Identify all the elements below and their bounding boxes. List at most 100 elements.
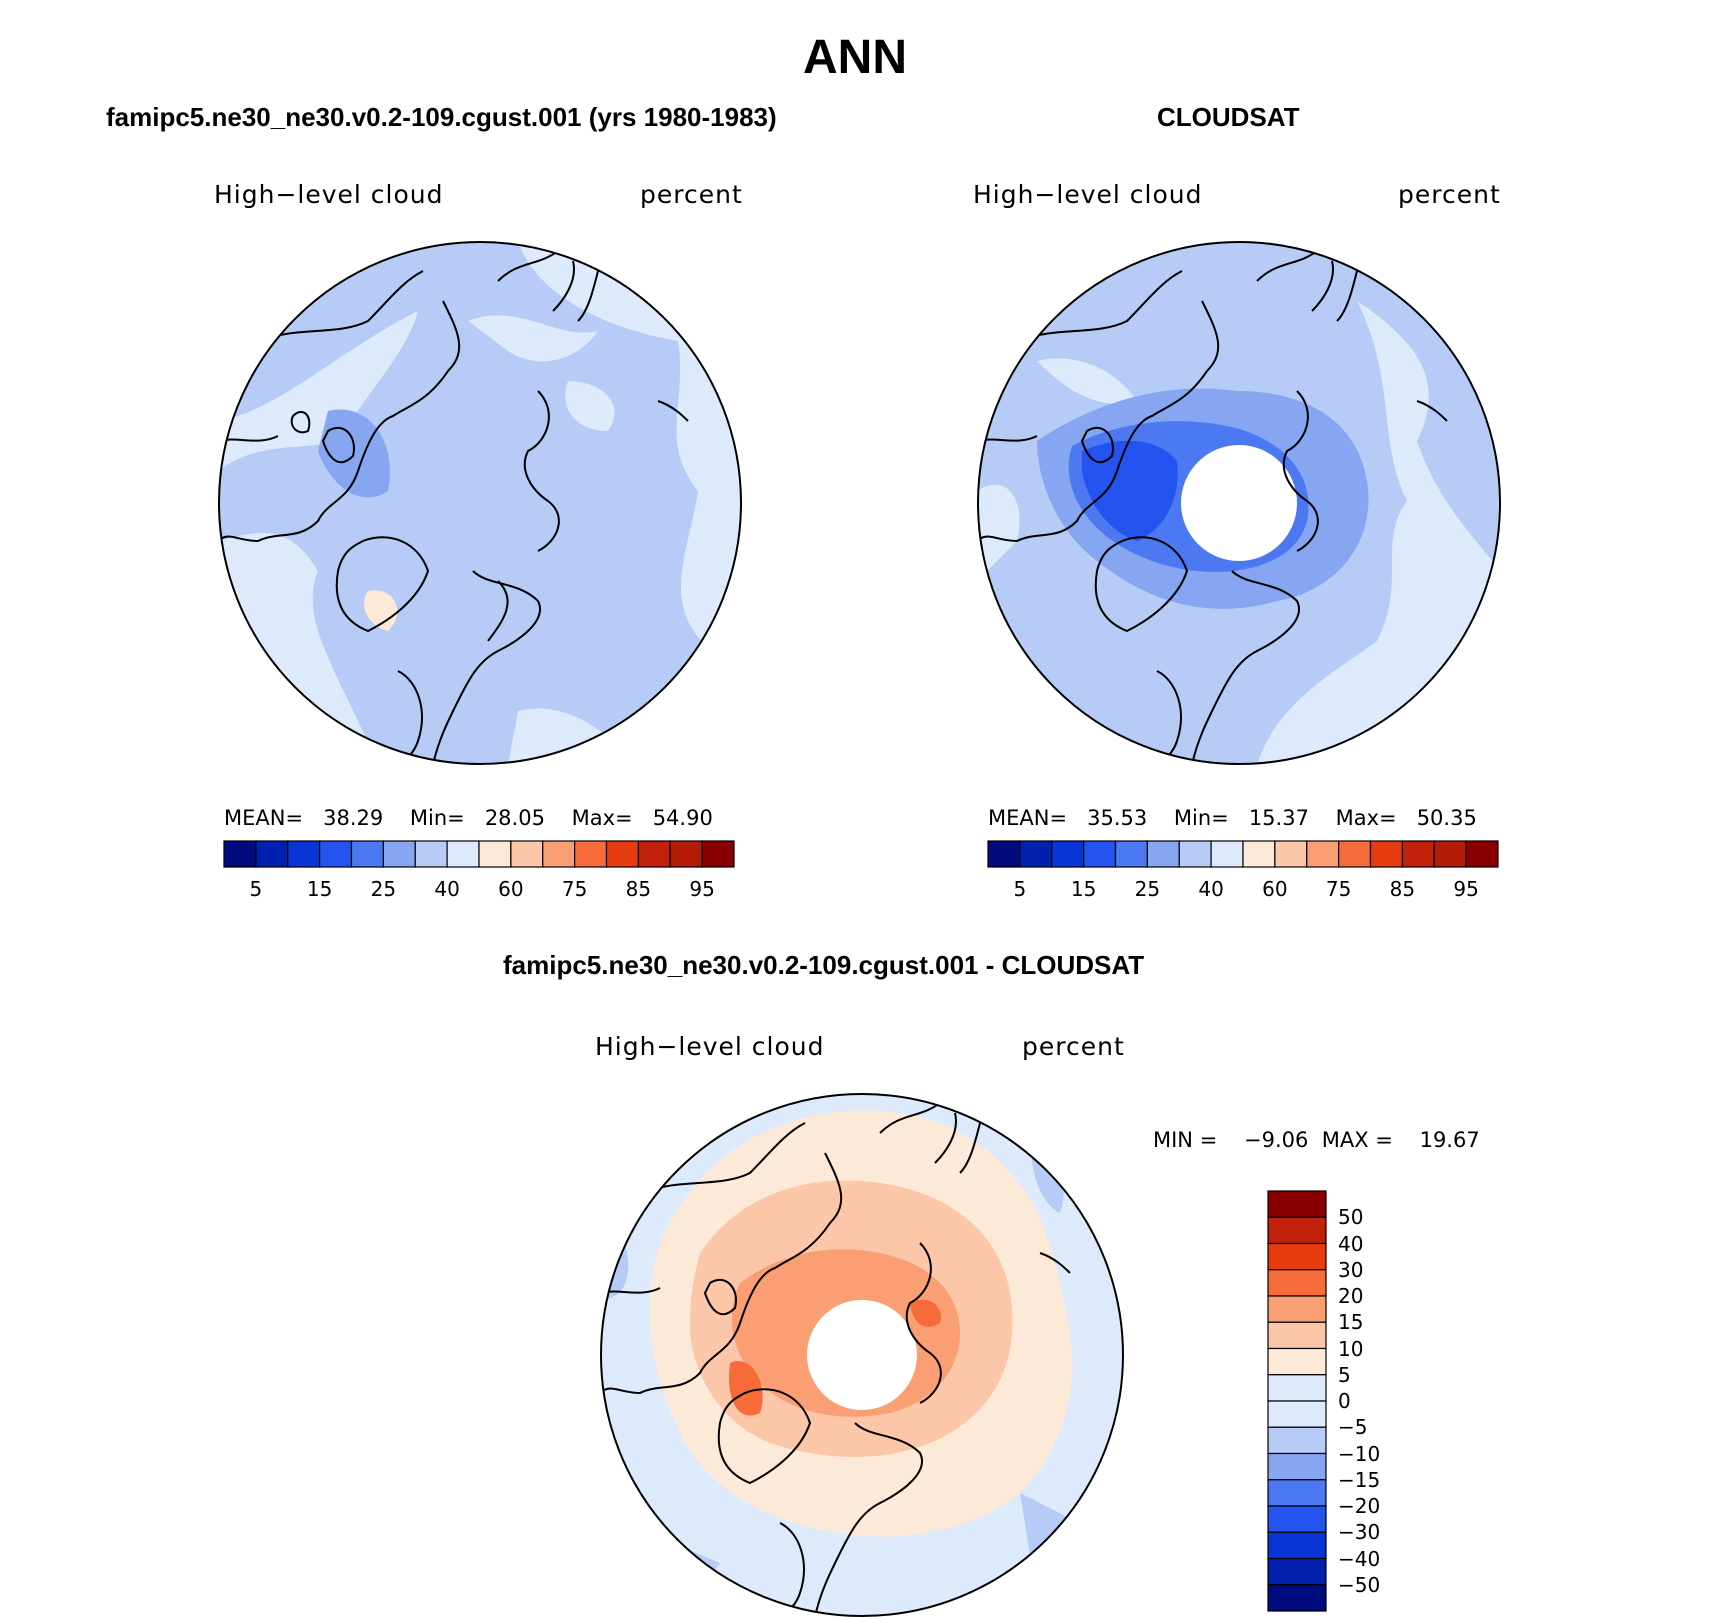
panel3-colorbar-swatch — [1267, 1452, 1327, 1481]
panel3-colorbar-swatch — [1267, 1190, 1327, 1218]
panel2-colorbar-swatch — [1401, 840, 1435, 868]
panel1-colorbar-swatch — [701, 840, 735, 868]
panel3-colorbar-swatch — [1267, 1505, 1327, 1533]
panel3-colorbar-tick-label: −30 — [1338, 1520, 1381, 1545]
panel2-colorbar-tick-label: 5 — [1013, 877, 1027, 901]
panel2-colorbar-swatch — [1178, 840, 1212, 868]
panel3-stats: MIN = −9.06 MAX = 19.67 — [1153, 1128, 1480, 1152]
panel3-colorbar-swatch — [1267, 1374, 1327, 1402]
panel2-colorbar-tick-label: 25 — [1134, 877, 1161, 901]
panel2-colorbar-swatch — [1146, 840, 1180, 868]
panel2-stats: MEAN= 35.53 Min= 15.37 Max= 50.35 — [988, 806, 1477, 830]
panel2-max-value: 50.35 — [1416, 806, 1477, 830]
panel3-colorbar-swatch — [1267, 1557, 1327, 1586]
panel3-colorbar-swatch — [1267, 1321, 1327, 1350]
panel1-colorbar-swatch — [287, 840, 321, 868]
panel3-colorbar-tick-label: 20 — [1338, 1284, 1364, 1308]
panel3-colorbar-swatch — [1267, 1295, 1327, 1323]
panel1-mean-label: MEAN= — [224, 806, 304, 830]
panel3-min-value: −9.06 — [1244, 1128, 1309, 1152]
panel3-max-label: MAX = — [1321, 1128, 1393, 1152]
panel2-colorbar-swatch — [1114, 840, 1148, 868]
panel1-max-label: Max= — [571, 806, 633, 830]
panel1-colorbar-swatch — [478, 840, 512, 868]
panel3-colorbar-swatch — [1267, 1269, 1327, 1297]
panel2-colorbar-swatch — [1019, 840, 1053, 868]
panel1-colorbar-swatch — [605, 840, 639, 868]
panel1-colorbar-swatch — [223, 840, 257, 868]
panel2-colorbar-swatch — [1083, 840, 1117, 868]
panel3-variable-label: High−level cloud — [595, 1032, 825, 1061]
panel3-title: famipc5.ne30_ne30.v0.2-109.cgust.001 - C… — [503, 950, 1145, 980]
panel3-min-label: MIN = — [1153, 1128, 1218, 1152]
panel1-units-label: percent — [640, 180, 743, 209]
panel1-colorbar — [223, 840, 735, 868]
panel3-colorbar-tick-label: −10 — [1338, 1441, 1381, 1466]
panel2-title: CLOUDSAT — [1157, 102, 1300, 132]
panel3-colorbar-swatch — [1267, 1531, 1327, 1560]
panel2-colorbar-swatch — [1369, 840, 1403, 868]
panel3-polar-map — [600, 1093, 1124, 1617]
panel1-colorbar-swatch — [382, 840, 416, 868]
panel3-colorbar-swatch — [1267, 1400, 1327, 1428]
panel1-colorbar-swatch — [446, 840, 480, 868]
panel3-colorbar-tick-label: −20 — [1338, 1494, 1381, 1518]
panel3-colorbar-tick-label: −15 — [1338, 1467, 1381, 1492]
panel3-colorbar-tick-label: 10 — [1338, 1336, 1364, 1361]
panel2-colorbar-tick-label: 75 — [1325, 877, 1352, 901]
panel3-colorbar-swatch — [1267, 1242, 1327, 1271]
panel2-colorbar-swatch — [1433, 840, 1467, 868]
panel2-polar-map — [977, 241, 1501, 765]
panel2-colorbar-swatch — [1465, 840, 1499, 868]
panel1-colorbar-swatch — [414, 840, 448, 868]
panel3-colorbar-tick-label: 0 — [1338, 1389, 1351, 1413]
panel1-colorbar-swatch — [574, 840, 608, 868]
panel1-polar-map — [218, 241, 742, 765]
panel1-colorbar-swatch — [510, 840, 544, 868]
panel3-max-value: 19.67 — [1419, 1128, 1480, 1152]
panel2-colorbar-swatch — [1306, 840, 1340, 868]
panel2-mean-value: 35.53 — [1087, 806, 1148, 830]
panel1-colorbar-tick-label: 75 — [561, 877, 588, 901]
panel2-colorbar-swatch — [987, 840, 1021, 868]
panel1-colorbar-swatch — [350, 840, 384, 868]
panel3-colorbar-swatch — [1267, 1347, 1327, 1376]
panel1-variable-label: High−level cloud — [214, 180, 444, 209]
panel3-colorbar-tick-label: 50 — [1338, 1205, 1364, 1230]
panel3-colorbar-tick-label: 5 — [1338, 1362, 1351, 1387]
panel2-colorbar-swatch — [1274, 840, 1308, 868]
panel3-colorbar-tick-label: −50 — [1338, 1572, 1381, 1597]
panel2-variable-label: High−level cloud — [973, 180, 1203, 209]
panel1-colorbar-tick-label: 60 — [498, 877, 524, 901]
panel3-units-label: percent — [1022, 1032, 1125, 1061]
panel1-colorbar-tick-label: 85 — [625, 877, 652, 901]
panel3-colorbar-tick-label: −40 — [1338, 1546, 1381, 1571]
panel3-colorbar-swatch — [1267, 1479, 1327, 1507]
panel2-min-value: 15.37 — [1248, 806, 1309, 830]
panel1-min-label: Min= — [409, 806, 465, 830]
panel1-min-value: 28.05 — [484, 806, 545, 830]
figure-title: ANN — [803, 31, 907, 84]
panel2-colorbar-swatch — [1051, 840, 1085, 868]
panel1-colorbar-tick-label: 40 — [434, 877, 460, 901]
panel1-colorbar-swatch — [637, 840, 671, 868]
panel2-max-label: Max= — [1335, 806, 1397, 830]
panel2-colorbar-tick-label: 40 — [1198, 877, 1224, 901]
panel3-colorbar-swatch — [1267, 1216, 1327, 1245]
panel2-min-label: Min= — [1173, 806, 1229, 830]
panel2-colorbar — [987, 840, 1499, 868]
panel1-colorbar-swatch — [669, 840, 703, 868]
panel3-colorbar-tick-label: 40 — [1338, 1231, 1364, 1256]
panel2-colorbar-tick-label: 85 — [1389, 877, 1416, 901]
panel1-colorbar-tick-label: 5 — [249, 877, 263, 901]
panel1-colorbar-swatch — [542, 840, 576, 868]
panel1-colorbar-tick-label: 15 — [306, 877, 333, 901]
panel1-colorbar-tick-label: 95 — [689, 877, 715, 901]
panel1-colorbar-tick-label: 25 — [370, 877, 397, 901]
panel2-colorbar-swatch — [1210, 840, 1244, 868]
panel3-colorbar — [1267, 1190, 1327, 1612]
panel3-colorbar-tick-label: −5 — [1338, 1415, 1368, 1440]
panel1-colorbar-swatch — [319, 840, 353, 868]
panel3-colorbar-tick-label: 15 — [1338, 1310, 1364, 1335]
panel1-colorbar-swatch — [255, 840, 289, 868]
